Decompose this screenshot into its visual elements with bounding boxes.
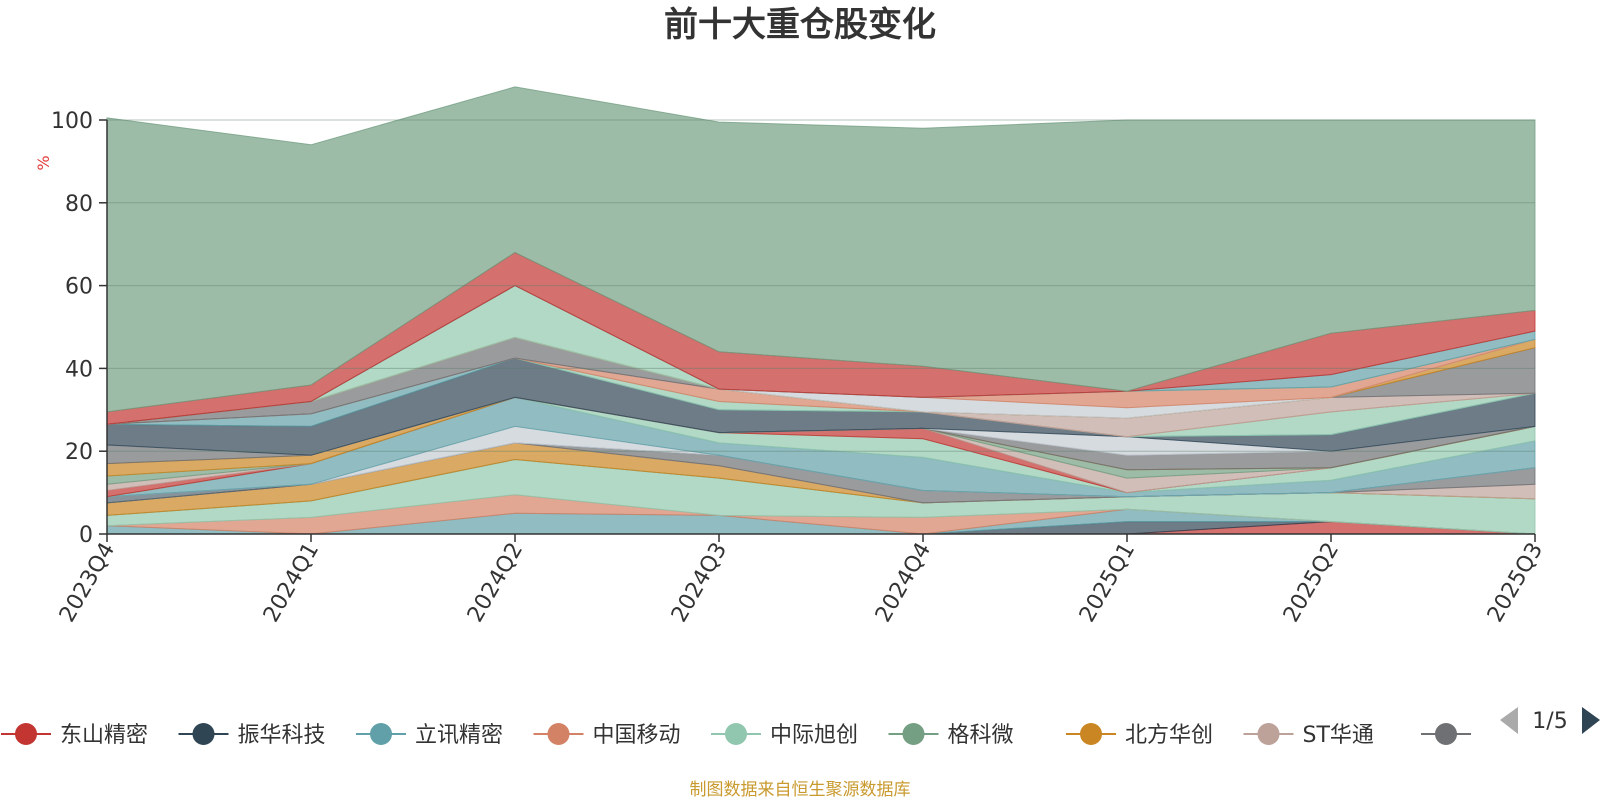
legend-marker (192, 723, 215, 745)
y-axis: 0 20 40 60 80 100 (51, 109, 108, 548)
legend-item-0[interactable]: 东山精密 (1, 723, 148, 748)
legend-item-2[interactable]: 立讯精密 (356, 723, 503, 748)
legend-item-1[interactable]: 振华科技 (178, 723, 326, 748)
area-series-group: 东山精密振华科技立讯精密中国移动中际旭创格科微北方华创ST华通德科立长电科技沪电… (106, 86, 1536, 535)
y-tick-label: 80 (65, 192, 93, 217)
legend-marker (1080, 723, 1102, 745)
legend-label: 北方华创 (1125, 723, 1213, 748)
x-tick-label: 2024Q2 (463, 539, 528, 627)
legend-marker (1257, 723, 1280, 745)
legend-marker (547, 723, 570, 745)
y-tick-label: 60 (65, 275, 93, 300)
legend-item-7[interactable]: ST华通 (1243, 723, 1374, 748)
y-tick-label: 100 (51, 109, 93, 134)
x-tick-label: 2025Q1 (1075, 539, 1140, 627)
legend-next-icon[interactable] (1582, 707, 1600, 734)
grid-lines (107, 119, 1535, 452)
chart-title: 前十大重仓股变化 (664, 5, 936, 45)
legend-item-6[interactable]: 北方华创 (1066, 723, 1213, 748)
legend-label: 中国移动 (593, 723, 681, 748)
area-series-31[interactable]: 其他 (106, 86, 1536, 413)
x-axis: 2023Q4 2024Q1 2024Q2 2024Q3 2024Q4 2025Q1 2025… (55, 533, 1548, 627)
legend-item-5[interactable]: 格科微 (888, 723, 1014, 748)
legend-label: 立讯精密 (415, 723, 503, 748)
legend-item-4[interactable]: 中际旭创 (711, 723, 858, 748)
legend-marker (902, 723, 925, 745)
legend-label: 德科. (1480, 723, 1531, 748)
y-tick-label: 0 (79, 523, 93, 548)
legend-items: 东山精密 振华科技 立讯精密 中国移动 中际旭创 格科微 北方华创 ST华通 德科. (1, 723, 1531, 748)
data-source-note: 制图数据来自恒生聚源数据库 (690, 780, 911, 800)
x-tick-label: 2023Q4 (55, 539, 120, 627)
legend-label: 东山精密 (60, 723, 148, 748)
y-tick-label: 40 (65, 357, 93, 382)
x-tick-label: 2025Q3 (1483, 539, 1548, 627)
legend-page-indicator: 1/5 (1532, 709, 1567, 734)
legend-prev-icon[interactable] (1500, 707, 1518, 734)
x-tick-label: 2024Q4 (871, 539, 936, 627)
y-axis-unit: % (34, 155, 53, 170)
legend-marker (725, 723, 747, 745)
legend-marker (15, 723, 37, 745)
plot-area: 东山精密振华科技立讯精密中国移动中际旭创格科微北方华创ST华通德科立长电科技沪电… (51, 86, 1548, 627)
legend-marker (1435, 723, 1457, 745)
x-tick-label: 2024Q1 (259, 539, 324, 627)
legend-item-8[interactable]: 德科. (1421, 723, 1531, 748)
y-tick-label: 20 (65, 440, 93, 465)
legend-item-3[interactable]: 中国移动 (533, 723, 681, 748)
legend-label: 格科微 (948, 723, 1014, 748)
x-tick-label: 2024Q3 (667, 539, 732, 627)
legend-marker (370, 723, 392, 745)
legend-label: 振华科技 (238, 723, 326, 748)
legend: 东山精密 振华科技 立讯精密 中国移动 中际旭创 格科微 北方华创 ST华通 德科. (1, 723, 1531, 748)
legend-label: 中际旭创 (770, 723, 858, 748)
legend-label: ST华通 (1303, 723, 1374, 748)
legend-pager: 1/5 (1500, 707, 1600, 734)
x-tick-label: 2025Q2 (1279, 539, 1344, 627)
